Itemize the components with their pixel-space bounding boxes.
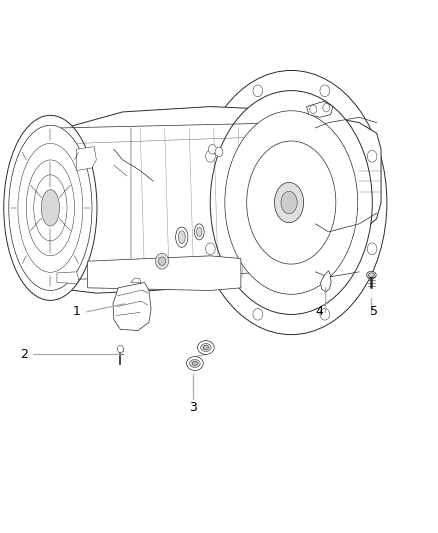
Text: 5: 5 [371, 305, 378, 318]
Ellipse shape [192, 361, 198, 366]
Ellipse shape [247, 141, 336, 264]
Ellipse shape [190, 359, 200, 368]
Circle shape [320, 85, 329, 96]
Ellipse shape [194, 224, 204, 240]
Ellipse shape [275, 182, 304, 223]
Circle shape [253, 85, 263, 96]
Ellipse shape [41, 190, 60, 226]
Polygon shape [321, 271, 331, 292]
Text: 2: 2 [20, 348, 28, 361]
Text: 3: 3 [189, 401, 197, 414]
Polygon shape [77, 147, 96, 171]
Polygon shape [307, 101, 333, 117]
Text: 1: 1 [73, 305, 81, 318]
Circle shape [205, 243, 215, 255]
Circle shape [367, 243, 377, 255]
Circle shape [117, 345, 124, 353]
Circle shape [320, 309, 329, 320]
Ellipse shape [18, 143, 83, 272]
Polygon shape [88, 256, 241, 290]
Ellipse shape [201, 344, 211, 352]
Ellipse shape [26, 160, 74, 256]
Ellipse shape [34, 175, 67, 241]
Circle shape [323, 103, 330, 112]
Ellipse shape [367, 271, 376, 279]
Circle shape [205, 150, 215, 162]
Circle shape [253, 309, 263, 320]
Ellipse shape [196, 70, 387, 335]
Ellipse shape [225, 111, 358, 294]
Polygon shape [131, 278, 141, 282]
Ellipse shape [368, 273, 374, 277]
Ellipse shape [4, 115, 97, 301]
Circle shape [155, 253, 169, 269]
Ellipse shape [197, 227, 202, 237]
Ellipse shape [178, 231, 185, 244]
Polygon shape [18, 107, 381, 293]
Polygon shape [57, 272, 79, 284]
Circle shape [215, 147, 223, 157]
Circle shape [159, 257, 166, 265]
Ellipse shape [198, 341, 214, 354]
Circle shape [310, 105, 317, 114]
Ellipse shape [187, 357, 203, 370]
Ellipse shape [9, 125, 92, 290]
Text: 4: 4 [316, 305, 324, 318]
Ellipse shape [281, 191, 297, 214]
Ellipse shape [176, 227, 188, 247]
Ellipse shape [203, 345, 208, 350]
Circle shape [367, 150, 377, 162]
Circle shape [208, 144, 216, 154]
Polygon shape [113, 282, 151, 330]
Ellipse shape [210, 91, 372, 314]
